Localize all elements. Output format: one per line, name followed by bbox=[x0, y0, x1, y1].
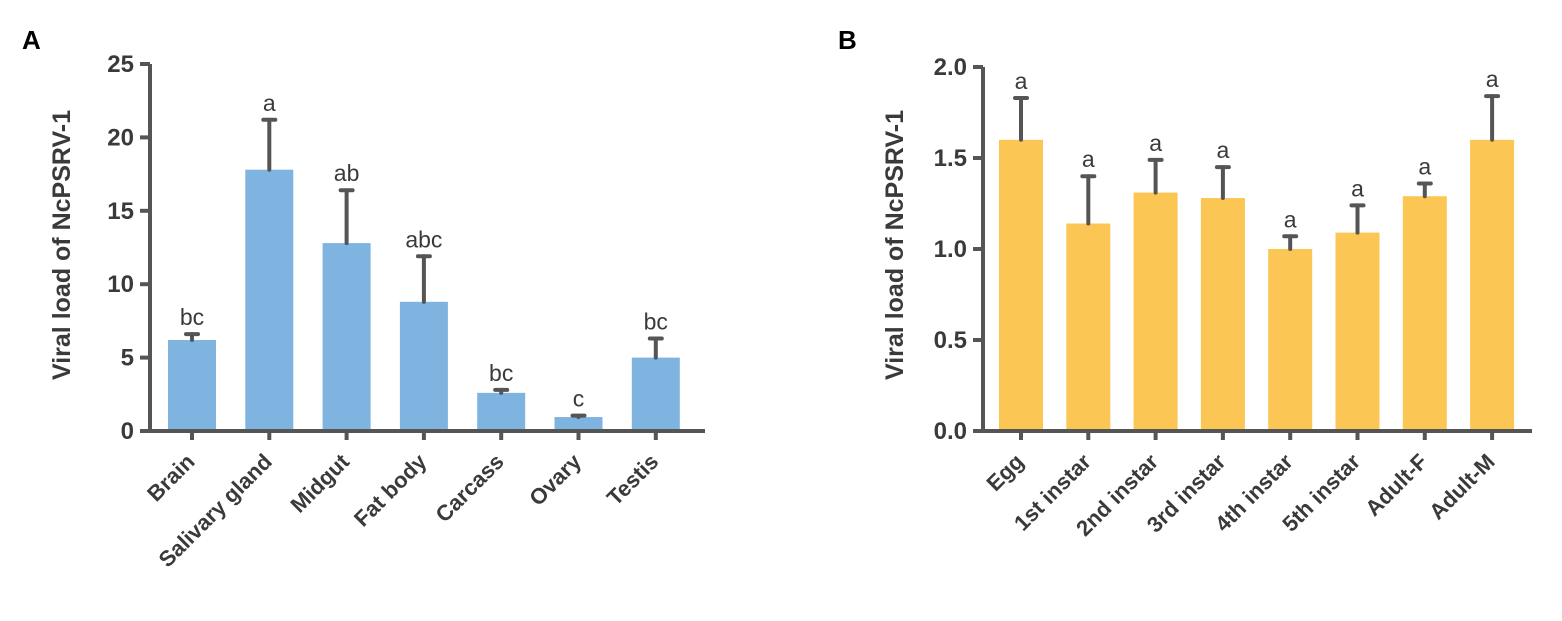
error-bar bbox=[261, 117, 278, 172]
error-bar bbox=[1080, 174, 1097, 226]
x-tick-label: Adult-M bbox=[1424, 449, 1500, 525]
y-tick-label: 20 bbox=[107, 124, 134, 151]
bar bbox=[1133, 192, 1178, 431]
bar bbox=[1402, 196, 1447, 431]
significance-label: a bbox=[1015, 68, 1028, 94]
significance-label: c bbox=[573, 386, 585, 412]
significance-label: a bbox=[1418, 153, 1431, 179]
significance-label: a bbox=[1486, 66, 1499, 92]
x-tick-label: Carcass bbox=[431, 449, 509, 527]
panel-b-label: B bbox=[838, 25, 857, 55]
panel-a-chart: A Viral load of NcPSRV-1 bcBrainaSalivar… bbox=[22, 25, 705, 572]
significance-label: a bbox=[1351, 175, 1364, 201]
panel-a-bars bbox=[168, 117, 680, 432]
bar bbox=[477, 392, 526, 431]
y-tick-label: 5 bbox=[121, 345, 134, 372]
panel-b-y-axis-label: Viral load of NcPSRV-1 bbox=[881, 110, 909, 380]
error-bar bbox=[184, 332, 200, 342]
x-tick-label: Ovary bbox=[524, 448, 586, 510]
error-bar bbox=[1484, 94, 1501, 142]
x-tick-label: Egg bbox=[981, 449, 1028, 496]
significance-label: ab bbox=[334, 160, 360, 186]
error-bar bbox=[338, 188, 355, 246]
error-bar bbox=[415, 254, 432, 304]
error-bar bbox=[1147, 157, 1164, 195]
panel-b-bars bbox=[999, 94, 1515, 432]
y-tick-label: 1.5 bbox=[934, 145, 967, 172]
bar bbox=[245, 169, 294, 432]
bar bbox=[554, 417, 603, 431]
error-bar bbox=[1214, 165, 1231, 201]
y-tick-label: 2.0 bbox=[934, 54, 967, 81]
x-tick-label: Testis bbox=[602, 449, 663, 510]
bar bbox=[399, 301, 448, 431]
error-bar bbox=[1282, 234, 1299, 251]
bar bbox=[1200, 198, 1245, 431]
bar bbox=[322, 243, 371, 431]
error-bar bbox=[1416, 181, 1433, 199]
error-bar bbox=[1013, 95, 1029, 142]
bar bbox=[168, 339, 216, 431]
y-tick-label: 15 bbox=[107, 198, 134, 225]
y-tick-label: 10 bbox=[107, 271, 134, 298]
x-tick-label: Adult-F bbox=[1360, 449, 1432, 521]
error-bar bbox=[570, 413, 587, 420]
bar bbox=[1470, 139, 1515, 432]
bar bbox=[1268, 249, 1313, 431]
panel-a-y-axis-label: Viral load of NcPSRV-1 bbox=[48, 110, 76, 380]
significance-label: a bbox=[1149, 130, 1162, 156]
y-tick-label: 0 bbox=[121, 418, 134, 445]
significance-label: abc bbox=[405, 226, 442, 252]
panel-a-axes bbox=[140, 62, 705, 440]
error-bar bbox=[647, 336, 664, 360]
bar bbox=[631, 357, 680, 431]
bar bbox=[999, 139, 1043, 432]
error-bar bbox=[493, 387, 510, 395]
significance-label: bc bbox=[489, 360, 513, 386]
panel-a-label: A bbox=[22, 25, 41, 55]
significance-label: bc bbox=[644, 309, 668, 335]
y-tick-label: 1.0 bbox=[934, 236, 967, 263]
y-tick-label: 0.5 bbox=[934, 327, 967, 354]
x-tick-label: Brain bbox=[142, 449, 199, 506]
bar bbox=[1066, 223, 1111, 431]
y-tick-label: 25 bbox=[107, 51, 134, 78]
significance-label: bc bbox=[180, 304, 204, 330]
significance-label: a bbox=[1082, 146, 1095, 172]
y-tick-label: 0.0 bbox=[934, 418, 967, 445]
x-tick-label: Midgut bbox=[285, 448, 354, 517]
significance-label: a bbox=[1217, 137, 1230, 163]
bar bbox=[1335, 232, 1380, 431]
significance-label: a bbox=[263, 90, 276, 116]
error-bar bbox=[1349, 203, 1366, 235]
significance-label: a bbox=[1284, 206, 1297, 232]
panel-b-axes bbox=[973, 65, 1532, 440]
x-tick-label: Fat body bbox=[349, 448, 432, 531]
